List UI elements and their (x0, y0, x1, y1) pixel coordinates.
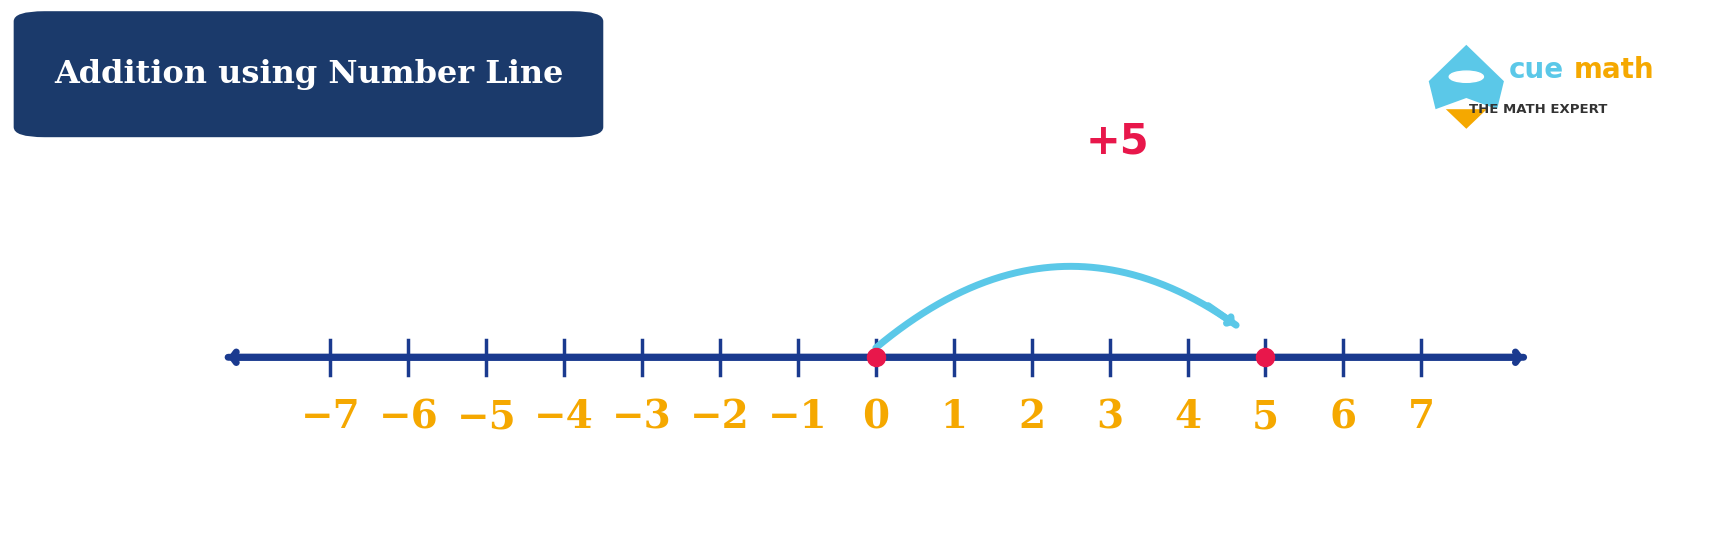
Text: 1: 1 (940, 398, 967, 436)
Text: math: math (1574, 56, 1654, 84)
Text: −3: −3 (612, 398, 672, 436)
Text: cue: cue (1509, 56, 1564, 84)
Text: −1: −1 (767, 398, 827, 436)
Text: −7: −7 (301, 398, 361, 436)
Text: Addition using Number Line: Addition using Number Line (53, 59, 564, 90)
Text: −4: −4 (535, 398, 595, 436)
Text: +5: +5 (1085, 121, 1148, 163)
Text: 3: 3 (1095, 398, 1123, 436)
Text: 7: 7 (1408, 398, 1436, 436)
Text: −5: −5 (456, 398, 516, 436)
Polygon shape (1446, 109, 1487, 129)
Text: 6: 6 (1330, 398, 1357, 436)
Text: −2: −2 (690, 398, 750, 436)
Text: 4: 4 (1174, 398, 1201, 436)
Text: 5: 5 (1253, 398, 1278, 436)
Polygon shape (1429, 45, 1504, 109)
Text: −6: −6 (378, 398, 438, 436)
Circle shape (1449, 71, 1483, 82)
Text: 0: 0 (863, 398, 889, 436)
Text: 2: 2 (1019, 398, 1046, 436)
Text: THE MATH EXPERT: THE MATH EXPERT (1470, 102, 1606, 116)
